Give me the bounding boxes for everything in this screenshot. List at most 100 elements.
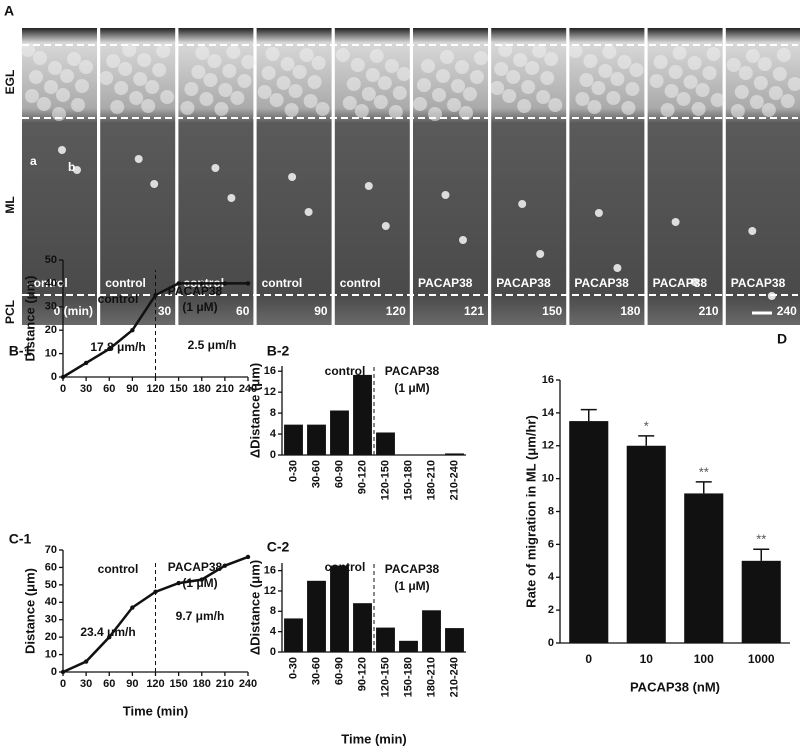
bar: [376, 627, 395, 652]
significance: **: [699, 464, 709, 479]
cell-body: [613, 264, 622, 272]
annotation: control: [325, 364, 366, 378]
cell-blob: [587, 100, 602, 114]
cell-blob: [388, 105, 403, 119]
cell-blob: [617, 55, 632, 69]
cell-blob: [421, 59, 435, 73]
cell-blob: [241, 55, 256, 69]
x-tick-label: 60: [103, 678, 115, 690]
condition-label: PACAP38: [496, 276, 551, 290]
cell-blob: [237, 74, 252, 88]
cell-blob: [160, 90, 175, 104]
cell-blob: [672, 46, 687, 60]
bar: [284, 424, 303, 455]
cell-blob: [417, 78, 431, 92]
cell-blob: [261, 66, 276, 80]
time-label: 210: [699, 304, 719, 318]
cell-blob: [214, 102, 229, 116]
cell-body: [671, 218, 680, 226]
cell-body: [690, 278, 699, 286]
x-tick-label: 210: [216, 383, 234, 395]
cell-blob: [525, 61, 540, 75]
y-tick-label: 10: [45, 348, 57, 360]
y-axis-label: ΔDistance (μm): [247, 560, 262, 655]
cell-blob: [521, 80, 536, 94]
y-tick-label: 2: [548, 604, 554, 616]
cell-body: [594, 209, 603, 217]
x-tick-label: 150: [169, 383, 187, 395]
cell-blob: [377, 76, 392, 90]
y-tick-label: 8: [270, 605, 276, 617]
data-point: [199, 281, 204, 286]
data-point: [130, 328, 135, 333]
y-tick-label: 6: [548, 538, 554, 550]
x-tick-label: 240: [239, 383, 257, 395]
significance: **: [756, 532, 766, 547]
bar: [422, 610, 441, 652]
annotation: control: [98, 562, 139, 576]
cell-blob: [749, 95, 764, 109]
cell-blob: [494, 62, 509, 76]
y-tick-label: 10: [45, 648, 57, 660]
y-tick-label: 8: [270, 407, 276, 419]
y-tick-label: 4: [270, 428, 277, 440]
cell-blob: [768, 86, 783, 100]
x-tick-label: 150-180: [402, 460, 414, 500]
cell-body: [227, 194, 236, 202]
x-axis-label: Time (min): [341, 731, 407, 746]
cell-body: [134, 155, 143, 163]
data-point: [83, 360, 89, 366]
data-point: [176, 580, 181, 586]
cell-blob: [568, 44, 583, 58]
cell-blob: [610, 72, 625, 86]
cell-blob: [780, 94, 795, 108]
cell-blob: [118, 62, 133, 76]
x-tick-label: 210: [216, 678, 234, 690]
y-tick-label: 10: [542, 473, 554, 485]
cell-blob: [734, 85, 749, 99]
y-tick-label: 12: [264, 585, 276, 597]
cell-blob: [299, 48, 314, 62]
cell-blob: [191, 65, 206, 79]
cell-body: [459, 236, 467, 244]
cell-blob: [598, 64, 613, 78]
x-tick-label: 150: [169, 678, 187, 690]
annotation: (1 μM): [394, 579, 429, 593]
condition-label: control: [105, 276, 146, 290]
cell-body: [748, 227, 757, 235]
cell-blob: [687, 56, 702, 70]
bar: [330, 565, 349, 652]
y-tick-label: 70: [45, 544, 57, 556]
condition-label: PACAP38: [653, 276, 708, 290]
y-tick-label: 50: [45, 579, 57, 591]
cell-body: [536, 250, 545, 258]
cell-blob: [373, 95, 388, 109]
cell-blob: [447, 98, 461, 112]
panel-label: B-1: [9, 343, 32, 359]
bar: [353, 603, 372, 652]
cell-blob: [761, 103, 776, 117]
bar: [307, 580, 326, 652]
cell-blob: [583, 54, 598, 68]
cell-blob: [738, 66, 753, 80]
cell-label: b: [68, 160, 75, 174]
x-tick-label: 30-60: [310, 657, 322, 685]
y-tick-label: 16: [264, 365, 276, 377]
cell-blob: [67, 52, 81, 66]
annotation: PACAP38: [385, 562, 440, 576]
cell-blob: [56, 88, 70, 102]
cell-blob: [350, 58, 365, 72]
bar: [626, 445, 666, 643]
x-tick-label: 90-120: [356, 460, 368, 494]
y-tick-label: 0: [51, 666, 57, 678]
condition-label: control: [27, 276, 68, 290]
cell-body: [381, 222, 390, 230]
cell-blob: [303, 94, 318, 108]
cell-blob: [33, 51, 47, 65]
cell-blob: [772, 67, 787, 81]
y-axis-label: Rate of migration in ML (μm/hr): [523, 415, 538, 608]
cell-blob: [152, 63, 167, 77]
cell-blob: [706, 47, 721, 61]
cell-blob: [230, 91, 245, 105]
